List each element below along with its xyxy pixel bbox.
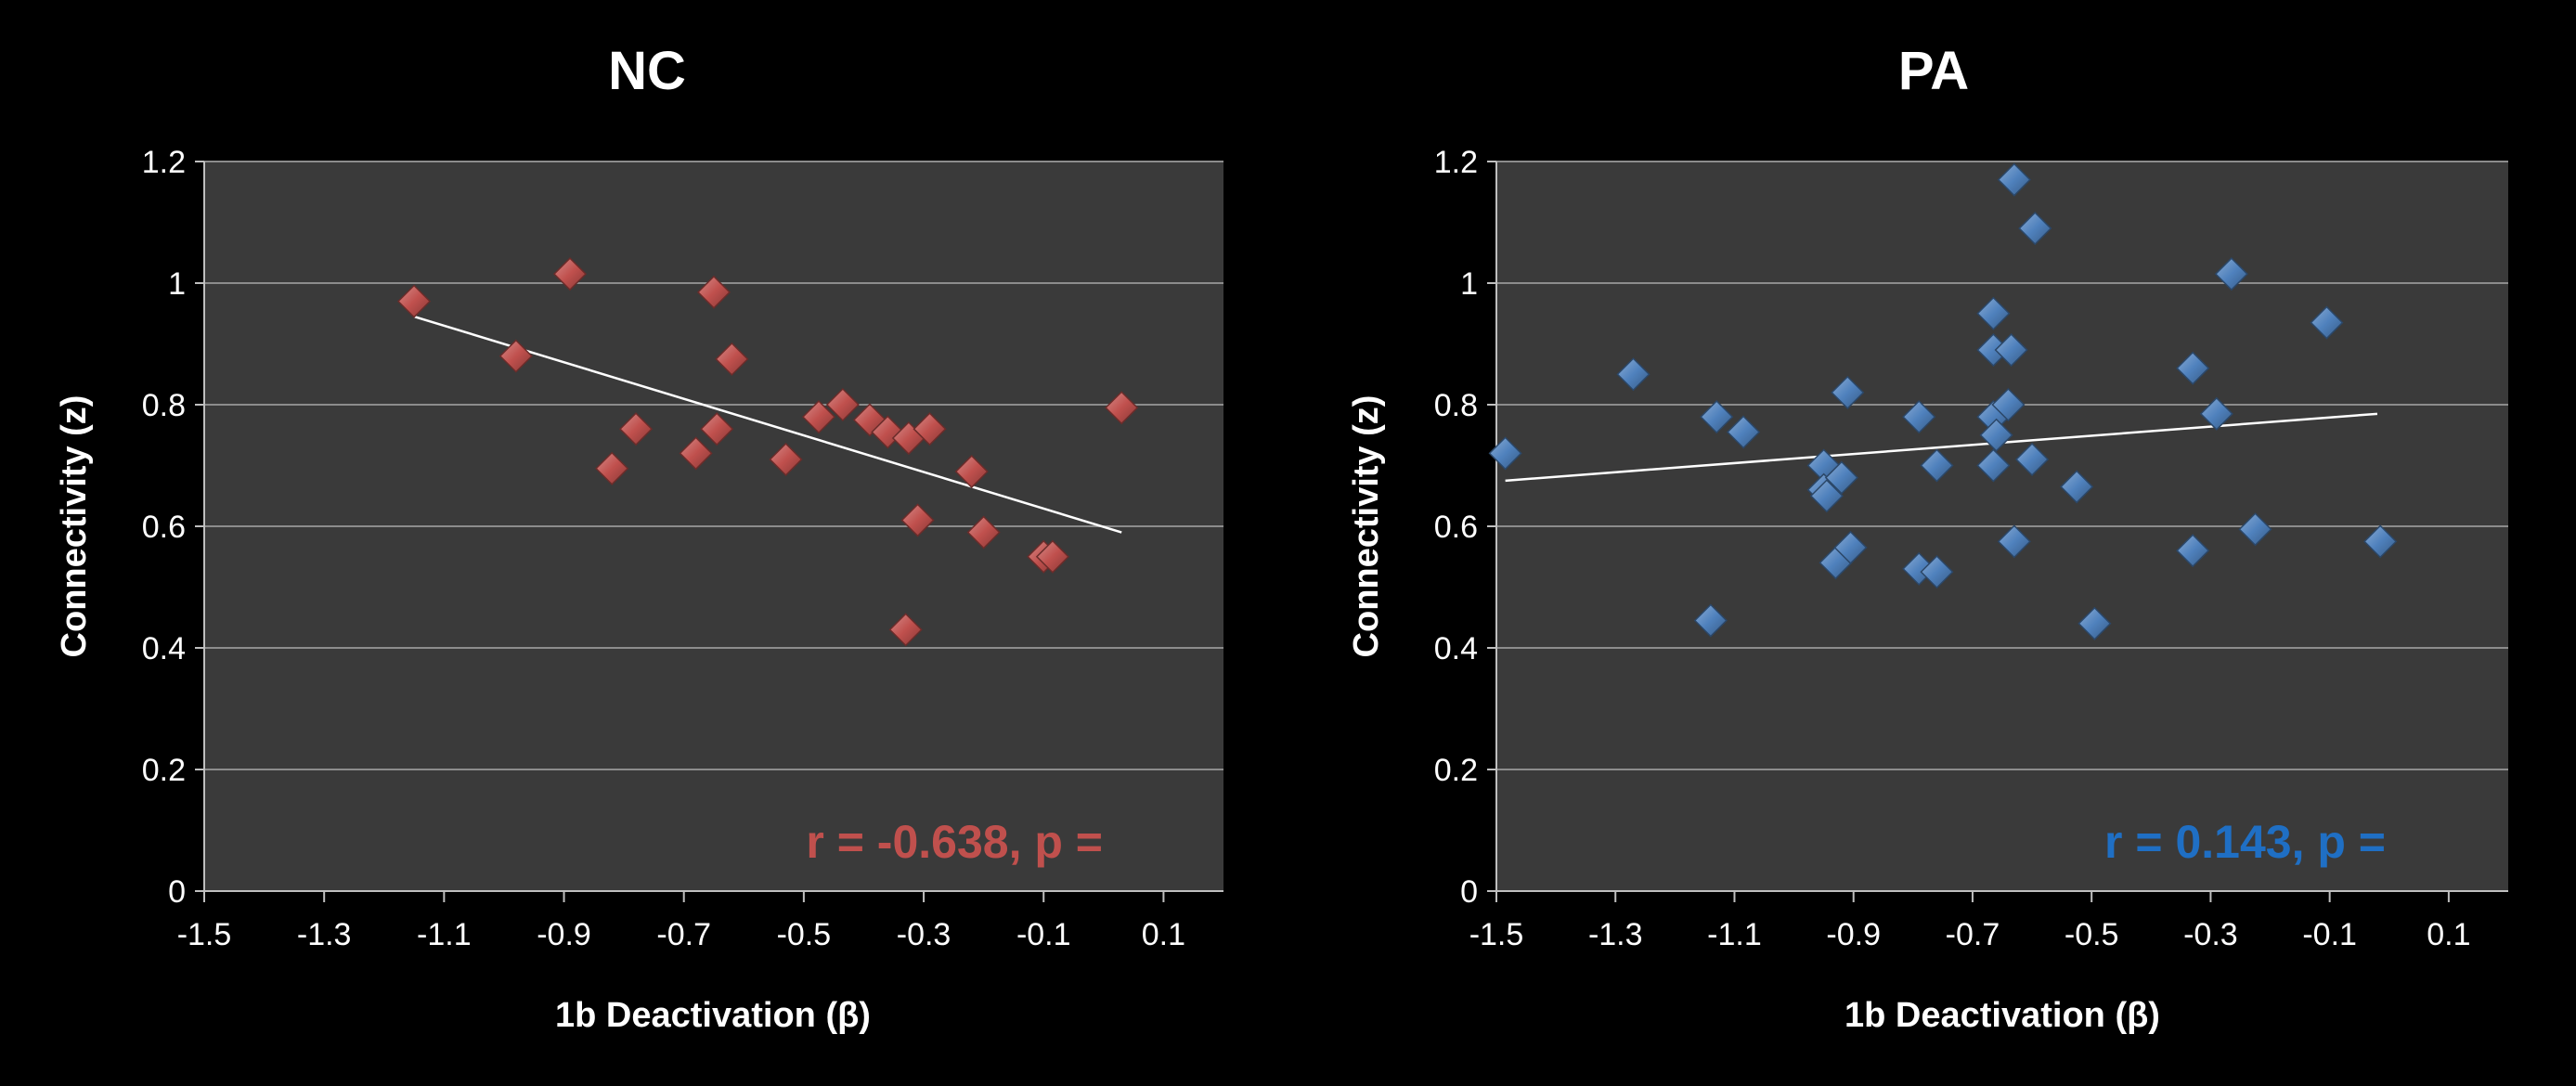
x-tick-label: -0.3	[897, 917, 951, 952]
y-tick-label: 0.2	[142, 753, 186, 788]
x-tick-label: -1.3	[1588, 917, 1643, 952]
data-point	[1833, 530, 1868, 564]
data-point	[396, 284, 432, 318]
data-point	[618, 412, 654, 446]
data-point	[1902, 400, 1936, 434]
data-point	[1997, 162, 2031, 197]
data-point	[2238, 512, 2272, 547]
data-point	[2214, 257, 2248, 291]
data-point	[1979, 418, 2013, 452]
x-tick-label: -0.1	[1016, 917, 1071, 952]
chart-title: PA	[1898, 41, 1969, 101]
x-tick-label: 0.1	[1142, 917, 1185, 952]
data-point	[801, 400, 836, 434]
x-tick-label: -0.5	[777, 917, 832, 952]
y-tick-label: 1.2	[1434, 145, 1478, 180]
x-tick-label: -1.1	[1707, 917, 1762, 952]
data-point	[2014, 442, 2050, 477]
data-point	[1997, 524, 2031, 559]
data-point	[679, 436, 713, 471]
x-tick-label: 0.1	[2427, 917, 2470, 952]
data-point	[900, 503, 935, 537]
data-point	[1693, 603, 1728, 638]
data-point	[954, 454, 989, 489]
data-point	[1105, 391, 1139, 425]
x-tick-label: -0.9	[537, 917, 591, 952]
x-tick-label: -0.9	[1826, 917, 1881, 952]
data-point	[913, 412, 947, 446]
data-point	[2018, 211, 2052, 246]
x-tick-label: -1.3	[297, 917, 352, 952]
data-point	[966, 515, 1001, 549]
data-point	[1831, 375, 1865, 409]
data-point	[1976, 448, 2011, 483]
data-point	[715, 342, 749, 376]
data-point	[498, 339, 533, 373]
chart-panel-nc: 0 0.2 0.4 0.6 0.8 1 1.2 -1.5 -1.3 -1.1 -0.9 -0.7 -0.…	[55, 41, 1223, 1035]
data-point	[769, 442, 803, 477]
data-point	[1920, 448, 1954, 483]
data-point	[1920, 555, 1954, 589]
chart-panel-pa: 0 0.2 0.4 0.6 0.8 1 1.2 -1.5 -1.3 -1.1 -0.9 -0.7 -0.…	[1347, 41, 2508, 1035]
data-point	[1616, 357, 1650, 392]
y-tick-label: 0.6	[1434, 510, 1478, 545]
x-tick-label: -0.7	[656, 917, 711, 952]
data-point	[2176, 351, 2210, 385]
data-point	[1809, 479, 1844, 513]
data-point	[2199, 396, 2233, 431]
y-tick-label: 0	[168, 874, 186, 910]
data-point	[595, 451, 629, 485]
data-point	[2363, 524, 2398, 559]
data-point	[825, 387, 860, 422]
y-tick-label: 1.2	[142, 145, 186, 180]
y-tick-label: 1	[168, 266, 186, 302]
data-point	[2078, 606, 2112, 640]
y-tick-label: 0.6	[142, 510, 186, 545]
data-point	[1994, 332, 2028, 368]
x-tick-label: -0.1	[2302, 917, 2357, 952]
x-tick-label: -1.1	[417, 917, 472, 952]
x-tick-label: -0.3	[2183, 917, 2238, 952]
x-tick-label: -0.7	[1946, 917, 2000, 952]
data-point	[696, 275, 731, 309]
x-tick-label: -1.5	[177, 917, 232, 952]
correlation-annotation: r = -0.638, p =	[806, 816, 1103, 868]
y-tick-label: 1	[1460, 266, 1478, 302]
x-tick-label: -1.5	[1469, 917, 1524, 952]
x-axis-label: 1b Deactivation (β)	[1845, 996, 2160, 1035]
data-point	[888, 613, 923, 647]
y-tick-label: 0.2	[1434, 753, 1478, 788]
y-tick-label: 0	[1460, 874, 1478, 910]
data-point	[2060, 470, 2094, 504]
x-axis-label: 1b Deactivation (β)	[555, 996, 871, 1035]
y-tick-label: 0.4	[1434, 631, 1478, 666]
data-point	[1035, 539, 1069, 574]
trendline	[1505, 412, 2378, 483]
y-tick-label: 0.8	[1434, 388, 1478, 423]
data-point	[1824, 460, 1858, 495]
data-point	[1976, 296, 2011, 330]
data-point	[700, 412, 734, 446]
data-point	[1727, 415, 1761, 449]
data-point	[1700, 400, 1734, 434]
y-axis-label: Connectivity (z)	[55, 395, 94, 658]
chart-title: NC	[608, 41, 686, 101]
data-point	[1488, 436, 1522, 471]
y-tick-label: 0.4	[142, 631, 186, 666]
data-point	[2176, 534, 2210, 568]
correlation-annotation: r = 0.143, p =	[2104, 816, 2386, 868]
trendline	[413, 315, 1122, 534]
y-axis-label: Connectivity (z)	[1347, 395, 1386, 658]
y-tick-label: 0.8	[142, 388, 186, 423]
data-point	[1991, 387, 2026, 422]
data-point	[2310, 305, 2344, 340]
x-tick-label: -0.5	[2065, 917, 2119, 952]
data-point	[552, 257, 588, 291]
